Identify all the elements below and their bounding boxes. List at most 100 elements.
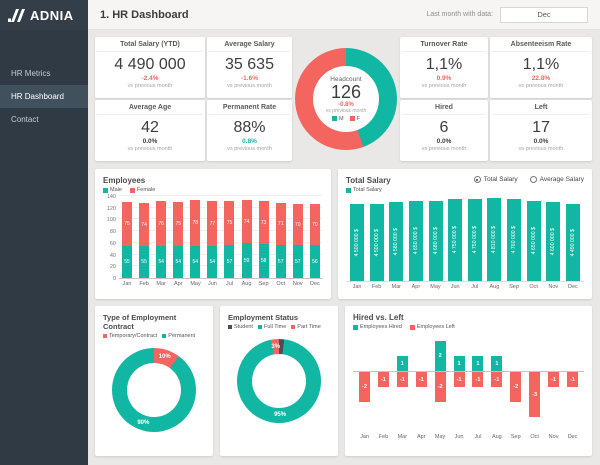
bar-left: -1 — [377, 372, 389, 387]
bar-value-label: 4 650 000 $ — [530, 227, 537, 255]
adnia-logo: ADNIA — [0, 0, 88, 30]
sidebar-item-hr-metrics[interactable]: HR Metrics — [11, 69, 51, 78]
kpi-title: Permanent Rate — [209, 100, 290, 115]
sidebar-item-contact[interactable]: Contact — [11, 115, 39, 124]
y-axis-label: 80 — [109, 229, 116, 236]
legend-item-total-salary: Total Salary — [346, 187, 382, 193]
x-axis-label: Feb — [371, 284, 382, 290]
x-axis-label: Jan — [360, 434, 369, 440]
kpi-value: 42 — [141, 119, 159, 136]
x-axis-label: Jul — [474, 434, 482, 440]
contract-donut: 10% 90% — [103, 348, 205, 432]
kpi-title: Average Age — [97, 100, 203, 115]
x-axis-label: Sep — [258, 281, 269, 287]
bar-segment-male: 57 — [292, 245, 303, 278]
legend-item-student: Student — [228, 324, 253, 330]
sidebar-item-hr-dashboard[interactable]: HR Dashboard — [0, 85, 88, 108]
donut-label-part-time: 3% — [271, 343, 281, 350]
bar-value-label: 4 810 000 $ — [491, 225, 498, 254]
x-axis-label: Dec — [567, 284, 578, 290]
bar-segment-female: 73 — [258, 201, 269, 244]
x-axis-label: Jun — [207, 281, 217, 287]
bar-left: -2 — [510, 372, 522, 402]
bar-value-label: 4 490 000 $ — [569, 228, 576, 257]
gridline — [119, 253, 323, 255]
radio-circle-icon — [529, 176, 537, 183]
kpi-card-average-salary: Average Salary 35 635 -1.6% vs previous mon… — [207, 37, 292, 98]
hired-left-chart-card: Hired vs. Left Employees Hired Employees … — [345, 306, 592, 456]
status-donut-ring: 95% 3% — [237, 339, 321, 423]
legend-item-male: Male — [103, 187, 122, 193]
kpi-change: 0.8% — [242, 137, 257, 145]
bar-hired: 1 — [472, 356, 484, 371]
month-dropdown[interactable]: Dec — [500, 6, 588, 23]
hired-left-col-feb: -1 — [377, 338, 389, 430]
bar-segment-female: 70 — [309, 204, 320, 245]
bar-segment-female: 75 — [122, 202, 132, 246]
donut-label-temporary-contract: 10% — [158, 354, 171, 361]
topbar: 1. HR Dashboard Last month with data: De… — [88, 0, 600, 30]
stacked-bar-sep: 73 58 — [258, 197, 269, 278]
bar-segment-salary: 4 650 000 $ — [408, 201, 423, 281]
kpi-sub: vs previous month — [518, 145, 564, 152]
employees-chart-card: Employees Male Female 0 20 40 60 80 100 120 140 … — [95, 169, 331, 299]
bar-left: -1 — [453, 372, 465, 387]
contract-donut-ring: 10% 90% — [112, 348, 196, 432]
total-salary-chart-card: Total Salary Total Salary Average Salary … — [338, 169, 592, 299]
legend-item-part-time: Part Time — [291, 324, 321, 330]
salary-bar-oct: 4 650 000 $ — [526, 196, 541, 281]
kpi-value: 88% — [233, 119, 266, 136]
bar-segment-male: 56 — [309, 245, 320, 278]
last-month-label: Last month with data: — [426, 11, 493, 18]
hired-left-col-jul: 1 -1 — [472, 338, 484, 430]
kpi-card-absenteeism-rate: Absenteeism Rate 1,1% 22.8% vs previous mon… — [490, 37, 592, 98]
total-salary-chart-title: Total Salary — [346, 176, 391, 185]
kpi-card-permanent-rate: Permanent Rate 88% 0.8% vs previous month — [207, 100, 292, 161]
kpi-title: Total Salary (YTD) — [97, 37, 203, 52]
x-axis-label: Apr — [411, 284, 421, 290]
bar-left: -1 — [566, 372, 578, 387]
total-salary-plot: 4 500 000 $ 4 500 000 $ 4 580 000 $ 4 650 0… — [346, 196, 584, 282]
bar-segment-salary: 4 580 000 $ — [389, 202, 404, 281]
bar-segment-male: 58 — [258, 244, 269, 278]
bar-segment-salary: 4 750 000 $ — [467, 199, 482, 281]
contract-chart-title: Type of Employment Contract — [103, 313, 177, 331]
main-content: Total Salary (YTD) 4 490 000 -2.4% vs previ… — [88, 30, 600, 465]
hired-left-col-apr: -1 — [415, 338, 427, 430]
employees-x-axis: Jan Feb Mar Apr May Jun Jul Aug Sep Oct Nov Dec — [119, 281, 323, 287]
bar-segment-male: 57 — [224, 245, 235, 278]
radio-average-salary[interactable]: Average Salary — [529, 176, 584, 183]
kpi-title: Turnover Rate — [402, 37, 486, 52]
stacked-bar-nov: 70 57 — [292, 197, 303, 278]
legend-label: Male — [110, 187, 122, 193]
legend-label: M — [339, 115, 344, 122]
contract-legend: Temporary/Contract Permanent — [103, 333, 205, 339]
x-axis-label: Aug — [491, 434, 502, 440]
x-axis-label: Apr — [173, 281, 183, 287]
kpi-sub: vs previous month — [421, 145, 467, 152]
bar-hired: 2 — [434, 341, 446, 371]
kpi-group-right: Turnover Rate 1,1% 0.9% vs previous month Ab… — [400, 37, 592, 161]
x-axis-label: Feb — [378, 434, 389, 440]
hired-left-x-axis: Jan Feb Mar Apr May Jun Jul Aug Sep Oct Nov Dec — [353, 434, 584, 440]
kpi-change: 0.9% — [436, 74, 452, 82]
headcount-legend-m: M — [332, 116, 344, 122]
legend-swatch — [291, 325, 296, 329]
salary-bar-jul: 4 750 000 $ — [467, 196, 482, 281]
body: HR Metrics HR Dashboard Contact Total Sala… — [0, 30, 600, 465]
bar-segment-female: 75 — [173, 202, 184, 246]
y-axis-label: 100 — [106, 217, 116, 224]
x-axis-label: Jan — [352, 284, 362, 290]
status-donut-hole — [252, 354, 306, 408]
salary-view-toggle: Total Salary Average Salary — [473, 176, 584, 183]
status-chart-title: Employment Status — [228, 313, 299, 322]
logo-text: ADNIA — [30, 7, 74, 23]
gridline — [119, 206, 323, 208]
bar-segment-male: 57 — [275, 245, 286, 278]
radio-total-salary[interactable]: Total Salary — [473, 176, 518, 183]
bar-segment-male: 55 — [139, 246, 150, 278]
hired-left-legend: Employees Hired Employees Left — [353, 324, 584, 330]
salary-bar-mar: 4 580 000 $ — [389, 196, 404, 281]
